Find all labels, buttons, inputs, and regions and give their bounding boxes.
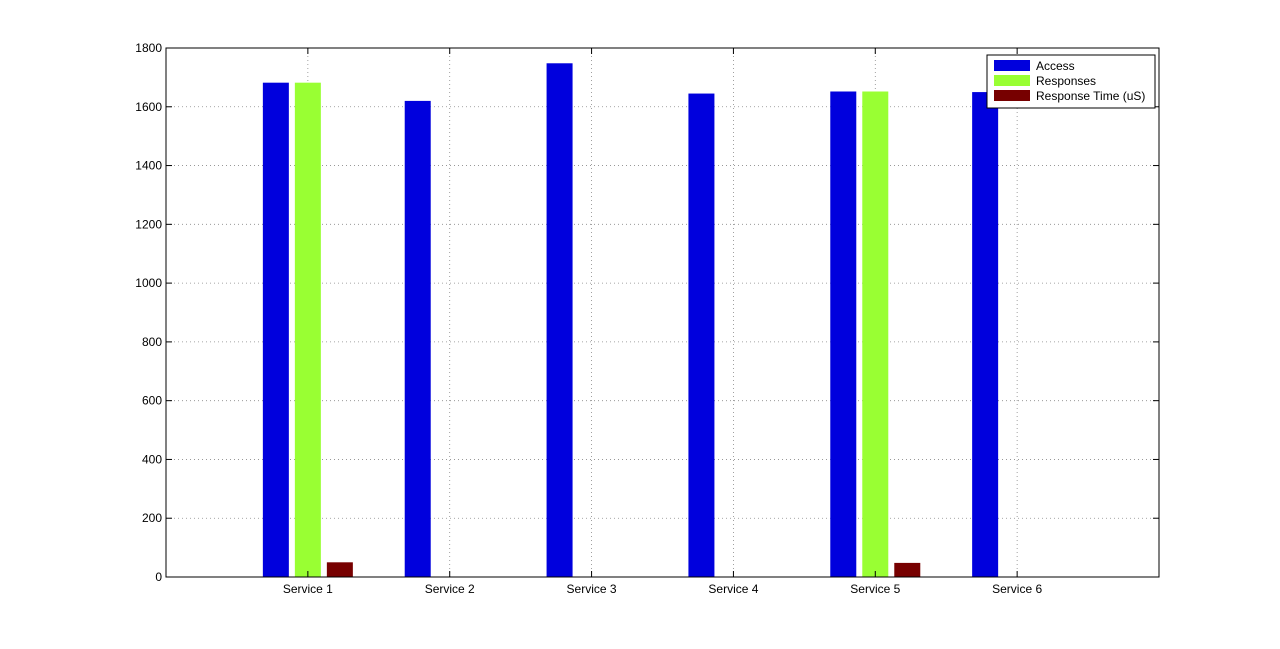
y-tick-label: 0 [155,570,162,584]
bars [262,63,999,578]
bar-responses [294,82,321,577]
bar-access [688,93,715,577]
legend-swatch [994,90,1030,101]
plot-area-border [165,47,1160,578]
bar-access [404,100,431,578]
x-tick-label: Service 5 [850,582,900,596]
bar-responses [862,91,889,578]
bar-response-time-us [326,562,353,577]
bar-access [262,82,289,577]
x-tick-label: Service 1 [283,582,333,596]
grid-lines [166,48,1159,577]
legend-label: Access [1036,59,1075,73]
y-tick-label: 800 [142,335,162,349]
bar-response-time-us [894,562,921,577]
y-tick-label: 200 [142,511,162,525]
legend-label: Responses [1036,74,1096,88]
x-tick-label: Service 6 [992,582,1042,596]
bar-access [830,91,857,578]
y-tick-label: 400 [142,452,162,466]
y-tick-label: 1600 [135,100,162,114]
legend-label: Response Time (uS) [1036,89,1145,103]
x-tick-label: Service 2 [425,582,475,596]
bar-access [972,92,999,577]
y-tick-label: 600 [142,394,162,408]
x-tick-label: Service 4 [708,582,758,596]
bar-access [546,63,573,577]
y-tick-label: 1400 [135,159,162,173]
x-tick-label: Service 3 [567,582,617,596]
legend-swatch [994,75,1030,86]
y-tick-label: 1000 [135,276,162,290]
legend-swatch [994,60,1030,71]
y-tick-label: 1200 [135,217,162,231]
axis-ticks: 0 200 400 600 800 1000 1200 1400 1600 1800 Service… [135,41,1159,596]
y-tick-label: 1800 [135,41,162,55]
